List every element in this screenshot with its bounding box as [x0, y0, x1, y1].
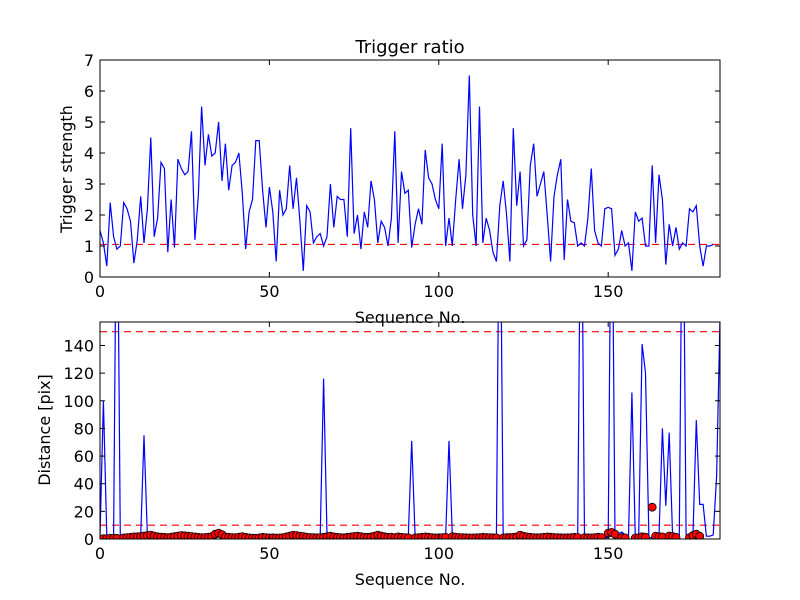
top-plot-frame — [99, 59, 721, 278]
plot-clip-group — [100, 75, 720, 271]
y-tick-label: 4 — [84, 144, 94, 163]
bottom-axis-ticks: 0 50 100 150 0 20 40 60 80 100 120 140 — [63, 322, 720, 563]
top-axis-ticks: 0 50 100 150 0 1 2 3 4 5 6 7 — [84, 51, 720, 301]
y-tick-label: 20 — [74, 502, 94, 521]
plot-clip-group — [100, 322, 720, 539]
chart-title: Trigger ratio — [354, 37, 464, 58]
y-tick-label: 6 — [84, 82, 94, 101]
y-tick-label: 60 — [74, 447, 94, 466]
y-tick-label: 7 — [84, 51, 94, 70]
x-tick-label: 0 — [95, 282, 105, 301]
y-tick-label: 1 — [84, 237, 94, 256]
data-point-marker — [671, 532, 681, 539]
x-tick-label: 50 — [259, 544, 279, 563]
data-point-marker — [647, 502, 657, 512]
x-tick-label: 100 — [424, 282, 455, 301]
top-y-axis-label: Trigger strength — [57, 105, 76, 234]
data-point-marker — [597, 533, 606, 539]
y-tick-label: 40 — [74, 475, 94, 494]
y-tick-label: 140 — [63, 336, 94, 355]
bottom-y-axis-label: Distance [pix] — [35, 374, 54, 486]
y-tick-label: 3 — [84, 175, 94, 194]
distance-chart: 0 50 100 150 0 20 40 60 80 100 120 140 Sequence No.… — [35, 321, 721, 589]
x-tick-label: 50 — [259, 282, 279, 301]
bottom-plot-frame — [99, 321, 721, 540]
y-tick-label: 100 — [63, 392, 94, 411]
x-tick-label: 100 — [424, 544, 455, 563]
x-tick-label: 0 — [95, 544, 105, 563]
y-tick-label: 120 — [63, 364, 94, 383]
x-tick-label: 150 — [593, 282, 624, 301]
trigger-plot-area — [100, 75, 720, 271]
y-tick-label: 2 — [84, 206, 94, 225]
y-tick-label: 5 — [84, 113, 94, 132]
y-tick-label: 0 — [84, 530, 94, 549]
distance-plot-area — [100, 322, 720, 539]
data-point-marker — [695, 531, 705, 539]
x-tick-label: 150 — [593, 544, 624, 563]
bottom-x-axis-label: Sequence No. — [355, 570, 466, 589]
data-point-marker — [641, 532, 650, 539]
y-tick-label: 80 — [74, 419, 94, 438]
y-tick-label: 0 — [84, 268, 94, 287]
data-point-marker — [620, 533, 630, 539]
series-line — [100, 75, 714, 271]
